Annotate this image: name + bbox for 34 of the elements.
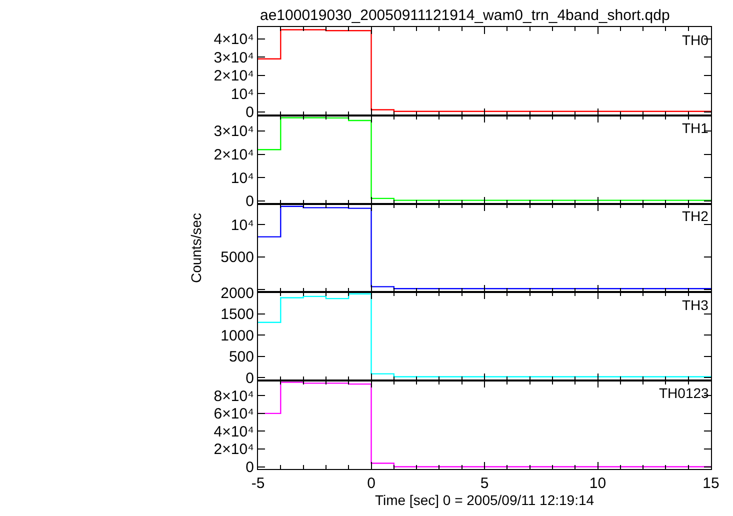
annotation: TH2 — [682, 208, 709, 224]
chart-title: ae100019030_20050911121914_wam0_trn_4band_short.qdp — [260, 7, 670, 24]
y-tick-label: 3×10⁴ — [214, 123, 254, 140]
y-tick-label: 10⁴ — [230, 86, 254, 103]
y-tick-label: 500 — [228, 348, 254, 366]
x-tick-label: 0 — [367, 475, 376, 492]
y-tick-label: 8×10⁴ — [214, 388, 254, 405]
y-tick-label: 4×10⁴ — [214, 31, 254, 48]
x-tick-label: -5 — [251, 475, 265, 492]
y-axis-title: Counts/sec — [188, 212, 204, 284]
y-tick-label: 1500 — [220, 306, 254, 324]
y-tick-label: 2×10⁴ — [214, 68, 254, 85]
x-tick-label: 10 — [589, 475, 606, 492]
y-tick-label: 6×10⁴ — [214, 406, 254, 423]
y-tick-label: 2×10⁴ — [214, 441, 254, 458]
annotation: TH3 — [682, 297, 709, 313]
y-tick-label: 2×10⁴ — [214, 146, 254, 164]
y-tick-label: 5000 — [220, 249, 254, 266]
y-tick-label: 10⁴ — [230, 170, 254, 187]
y-tick-label: 10⁴ — [230, 216, 254, 234]
y-tick-label: 0 — [246, 104, 254, 121]
annotation: TH0123 — [659, 385, 710, 401]
y-tick-label: 0 — [246, 459, 254, 476]
y-tick-label: 0 — [246, 193, 254, 210]
x-axis-title: Time [sec] 0 = 2005/09/11 12:19:14 — [374, 492, 594, 508]
x-tick-label: 5 — [480, 475, 489, 492]
annotation: TH0 — [682, 32, 709, 48]
annotation: TH1 — [682, 120, 709, 136]
y-tick-label: 2000 — [220, 284, 254, 302]
y-tick-label: 0 — [246, 370, 254, 387]
y-tick-label: 4×10⁴ — [214, 423, 254, 440]
y-tick-label: 3×10⁴ — [214, 49, 254, 66]
y-tick-label: 1000 — [220, 327, 254, 344]
x-tick-label: 15 — [702, 475, 720, 492]
